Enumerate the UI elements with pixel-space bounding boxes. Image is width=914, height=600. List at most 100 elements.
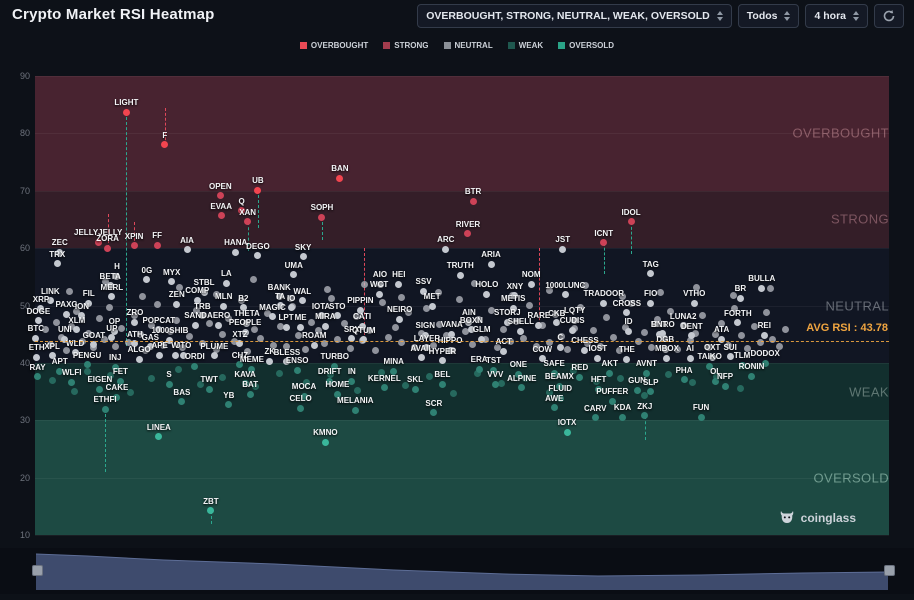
scatter-point-CAKE[interactable] [113,393,121,401]
scatter-point[interactable] [471,280,479,288]
scatter-point-JELLYJELLY[interactable] [94,238,102,246]
scatter-point-ION[interactable] [78,312,86,320]
scatter-point-TRB[interactable] [198,312,206,320]
scatter-point-UMA[interactable] [290,271,298,279]
scatter-point[interactable] [327,294,335,302]
scatter-point[interactable] [52,318,60,326]
scatter-point[interactable] [782,325,790,333]
scatter-point-TAIKO[interactable] [706,362,714,370]
scatter-point[interactable] [473,370,481,378]
scatter-point[interactable] [622,323,630,331]
scatter-point[interactable] [455,296,463,304]
scatter-point-FUN[interactable] [697,413,705,421]
legend-item-weak[interactable]: WEAK [507,41,543,50]
scatter-point[interactable] [430,342,438,350]
scatter-point[interactable] [593,378,601,386]
scatter-point-MOCA[interactable] [300,392,308,400]
scatter-point-NOM[interactable] [527,280,535,288]
scatter-point[interactable] [174,366,182,374]
scatter-point-CARV[interactable] [591,414,599,422]
scatter-point[interactable] [545,339,553,347]
scatter-point[interactable] [468,341,476,348]
scatter-point[interactable] [497,380,505,388]
scatter-point-SSV[interactable] [420,287,428,295]
scatter-point-CELO[interactable] [297,404,305,412]
scatter-point[interactable] [724,341,732,349]
scatter-point-EVAA[interactable] [217,212,225,220]
scatter-point[interactable] [250,275,258,283]
scatter-point-AIO[interactable] [376,280,384,288]
scatter-point-TURBO[interactable] [331,362,339,370]
scatter-point-ORDI[interactable] [191,362,199,370]
scatter-point-CHZ[interactable] [236,361,244,369]
scatter-point[interactable] [276,322,284,330]
scatter-point-OXT[interactable] [708,353,716,361]
scatter-point-TWT[interactable] [205,385,213,393]
scatter-point-XPL[interactable] [48,352,56,360]
scatter-point[interactable] [582,282,590,290]
scatter-point[interactable] [615,347,623,355]
scatter-point-GLM[interactable] [478,335,486,343]
scatter-point-FF[interactable] [153,241,161,249]
scatter-point[interactable] [372,347,380,355]
scatter-point[interactable] [212,345,220,353]
scatter-point[interactable] [147,375,155,383]
scatter-point[interactable] [718,320,726,328]
scatter-point-WLD[interactable] [71,349,79,357]
scatter-point-TRUTH[interactable] [456,271,464,279]
scatter-point-W[interactable] [171,351,179,359]
scatter-point-LIGHT[interactable] [122,108,130,116]
scatter-point-SLP[interactable] [647,388,655,396]
category-filter-select[interactable]: OVERBOUGHT, STRONG, NEUTRAL, WEAK, OVERS… [417,4,732,28]
scatter-point-TLM[interactable] [738,361,746,369]
scatter-point[interactable] [302,346,310,354]
scatter-point[interactable] [617,374,625,382]
scatter-point[interactable] [596,343,604,351]
scatter-point-OL[interactable] [712,377,720,385]
scatter-point-IO[interactable] [287,304,295,312]
scatter-point[interactable] [513,318,521,326]
scatter-point[interactable] [656,288,664,296]
scatter-point[interactable] [689,379,697,387]
scatter-point[interactable] [48,376,56,384]
scatter-point[interactable] [154,300,162,308]
scatter-point-KDA[interactable] [619,413,627,421]
scatter-point-WAL[interactable] [298,297,306,305]
scatter-point-HOLO[interactable] [483,290,491,298]
scatter-point[interactable] [750,323,758,331]
scatter-point[interactable] [263,310,271,318]
scatter-point-RARE[interactable] [535,321,543,329]
scatter-point-COW[interactable] [538,355,546,363]
scatter-point-UP[interactable] [108,334,116,342]
scatter-point[interactable] [743,345,751,353]
scatter-point-AVAIL[interactable] [418,354,426,362]
scatter-point[interactable] [111,342,119,350]
scatter-point[interactable] [654,315,662,323]
scatter-point-AVNT[interactable] [642,369,650,377]
scatter-point-S[interactable] [165,380,173,388]
scatter-point-SCR[interactable] [430,409,438,417]
scatter-point-KERNEL[interactable] [380,384,388,392]
scatter-point-ZEC[interactable] [56,248,64,256]
scatter-point-OP[interactable] [110,327,118,335]
scatter-point-MBOX[interactable] [663,354,671,362]
scatter-point-LINEA[interactable] [155,433,163,441]
range-navigator[interactable] [0,548,914,594]
scatter-point[interactable] [686,336,694,344]
scatter-point-1000SHIB[interactable] [166,336,174,344]
scatter-point[interactable] [173,317,181,325]
scatter-point[interactable] [286,295,294,303]
scatter-point-XLM[interactable] [73,326,81,334]
scatter-point[interactable] [73,308,81,316]
scatter-point-DODOX[interactable] [761,359,769,367]
scatter-point[interactable] [256,335,264,343]
scatter-point-BEL[interactable] [438,380,446,388]
scatter-point-APT[interactable] [56,367,64,375]
scatter-point[interactable] [730,292,738,300]
scatter-point[interactable] [736,384,744,392]
scatter-point-IOTX[interactable] [563,428,571,436]
scatter-point[interactable] [275,369,283,377]
scatter-point[interactable] [766,285,774,293]
scatter-point[interactable] [85,330,93,338]
scatter-point[interactable] [63,347,71,355]
